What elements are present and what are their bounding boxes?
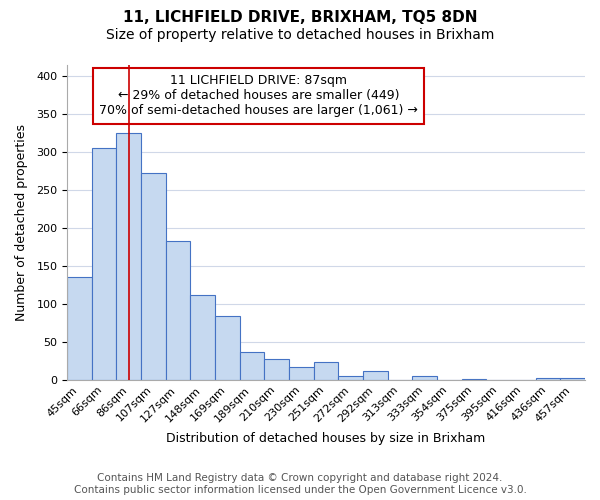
Text: Size of property relative to detached houses in Brixham: Size of property relative to detached ho…	[106, 28, 494, 42]
Y-axis label: Number of detached properties: Number of detached properties	[15, 124, 28, 321]
Bar	[67, 278, 92, 380]
Bar	[363, 372, 388, 380]
Bar	[141, 174, 166, 380]
Bar	[462, 379, 487, 380]
Bar	[240, 352, 265, 380]
Text: 11 LICHFIELD DRIVE: 87sqm
← 29% of detached houses are smaller (449)
70% of semi: 11 LICHFIELD DRIVE: 87sqm ← 29% of detac…	[100, 74, 418, 118]
Bar	[314, 362, 338, 380]
Bar	[190, 295, 215, 380]
Text: Contains HM Land Registry data © Crown copyright and database right 2024.
Contai: Contains HM Land Registry data © Crown c…	[74, 474, 526, 495]
Bar	[536, 378, 560, 380]
Bar	[92, 148, 116, 380]
Bar	[166, 241, 190, 380]
Bar	[338, 376, 363, 380]
Bar	[289, 367, 314, 380]
X-axis label: Distribution of detached houses by size in Brixham: Distribution of detached houses by size …	[166, 432, 486, 445]
Bar	[560, 378, 585, 380]
Bar	[116, 134, 141, 380]
Bar	[265, 360, 289, 380]
Text: 11, LICHFIELD DRIVE, BRIXHAM, TQ5 8DN: 11, LICHFIELD DRIVE, BRIXHAM, TQ5 8DN	[123, 10, 477, 25]
Bar	[215, 316, 240, 380]
Bar	[412, 376, 437, 380]
